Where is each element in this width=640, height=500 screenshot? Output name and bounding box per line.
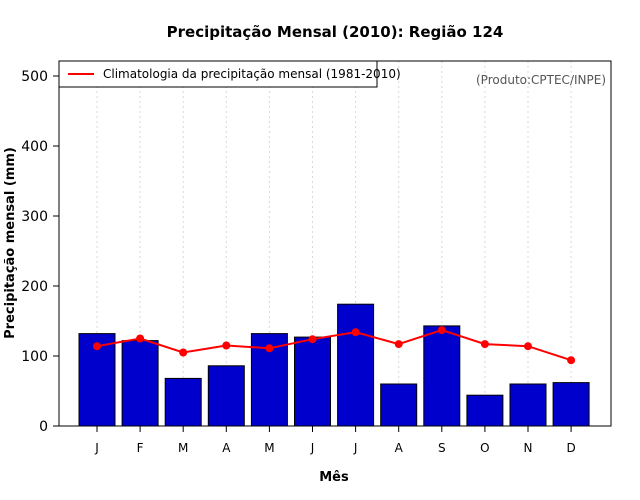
- y-tick-label: 400: [21, 139, 48, 155]
- climatology-point-7: [394, 340, 403, 349]
- y-axis: 0 100 200 300 400 500: [21, 69, 59, 435]
- x-tick-label: J: [310, 441, 315, 455]
- legend: Climatologia da precipitação mensal (198…: [58, 60, 401, 88]
- climatology-point-6: [351, 328, 360, 337]
- bar-3: [207, 365, 245, 427]
- bar-1: [121, 340, 159, 427]
- bar-11: [552, 382, 590, 427]
- bar-8: [423, 325, 461, 427]
- x-tick-label: A: [222, 441, 231, 455]
- climatology-point-11: [567, 356, 576, 365]
- x-axis-label: Mês: [319, 470, 349, 485]
- y-tick-label: 300: [21, 209, 48, 225]
- x-tick-label: J: [353, 441, 358, 455]
- climatology-line: [96, 329, 572, 362]
- climatology-point-3: [222, 341, 231, 350]
- climatology-point-5: [308, 335, 317, 344]
- x-tick-label: D: [566, 441, 575, 455]
- bar-7: [380, 383, 418, 427]
- legend-box: [58, 60, 378, 88]
- bar-2: [164, 377, 202, 427]
- x-tick-label: F: [137, 441, 144, 455]
- climatology-point-9: [480, 340, 489, 349]
- x-tick-label: O: [480, 441, 489, 455]
- climatology-point-4: [265, 344, 274, 353]
- y-tick-label: 0: [39, 419, 48, 435]
- x-tick-label: N: [524, 441, 533, 455]
- chart-title: Precipitação Mensal (2010): Região 124: [167, 23, 504, 41]
- y-tick-label: 100: [21, 349, 48, 365]
- bar-6: [337, 303, 375, 427]
- bar-10: [509, 383, 547, 427]
- climatology-point-0: [93, 342, 101, 351]
- climatology-point-1: [136, 334, 145, 343]
- x-tick-label: A: [395, 441, 404, 455]
- climatology-point-10: [524, 342, 532, 351]
- y-tick-label: 200: [21, 279, 48, 295]
- credit-label: (Produto:CPTEC/INPE): [476, 73, 606, 87]
- x-tick-label: M: [178, 441, 188, 455]
- climatology-line-layer: [93, 326, 576, 365]
- x-tick-label: S: [438, 441, 446, 455]
- climatology-point-8: [437, 326, 446, 335]
- bar-9: [466, 394, 504, 427]
- x-tick-label: J: [94, 441, 99, 455]
- bar-5: [294, 336, 331, 427]
- legend-climatology-label: Climatologia da precipitação mensal (198…: [103, 67, 401, 81]
- climatology-point-2: [179, 348, 188, 357]
- y-axis-label: Precipitação mensal (mm): [3, 147, 18, 339]
- grid-layer: [96, 61, 572, 426]
- bar-layer: [78, 303, 590, 427]
- y-tick-label: 500: [21, 69, 48, 85]
- x-tick-label: M: [264, 441, 274, 455]
